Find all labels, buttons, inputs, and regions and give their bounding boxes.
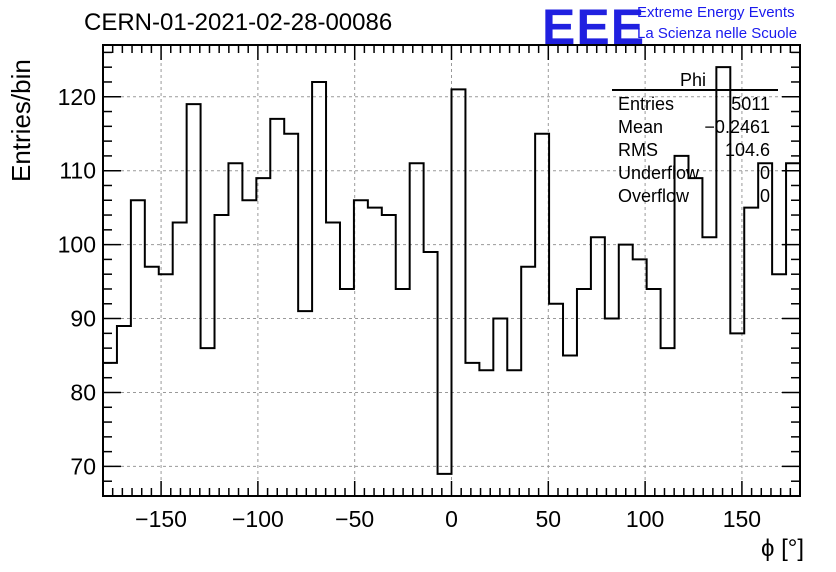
tick-labels: −150 −100 −50 0 50 100 150 70 80 90 100 110 120 [58,84,761,532]
y-axis-label: Entries/bin [6,59,36,182]
org-name-line2: La Scienza nelle Scuole [637,25,798,42]
stats-value: 0 [760,163,770,183]
x-tick-label: −50 [335,506,374,532]
x-tick-label: 100 [626,506,664,532]
chart-title: CERN-01-2021-02-28-00086 [84,9,393,36]
stats-label: Entries [618,94,674,114]
stats-value: 5011 [731,94,770,114]
stats-value: 104.6 [725,140,770,160]
axis-ticks [103,45,800,496]
x-tick-label: 0 [445,506,458,532]
x-axis-label: ϕ [°] [760,535,804,562]
x-tick-label: 50 [536,506,562,532]
y-tick-label: 120 [58,84,96,110]
y-tick-label: 70 [70,453,96,479]
x-tick-label: 150 [723,506,761,532]
histogram-series [102,66,801,496]
stats-title: Phi [680,70,706,90]
y-tick-label: 90 [70,306,96,332]
stats-label: Underflow [618,163,700,183]
plot-frame [102,44,801,497]
stats-label: Mean [618,117,663,137]
y-tick-label: 100 [58,232,96,258]
stats-label: Overflow [618,186,690,206]
stats-label: RMS [618,140,658,160]
y-tick-label: 110 [59,158,96,184]
y-tick-label: 80 [70,379,96,405]
eee-logo: EEE [542,0,646,55]
stats-value: 0 [760,186,770,206]
org-name-line1: Extreme Energy Events [637,4,795,21]
stats-value: −0.2461 [704,117,770,137]
x-tick-label: −150 [135,506,187,532]
stats-box: Phi Entries 5011 Mean −0.2461 RMS 104.6 Underf… [612,70,778,206]
x-tick-label: −100 [232,506,284,532]
